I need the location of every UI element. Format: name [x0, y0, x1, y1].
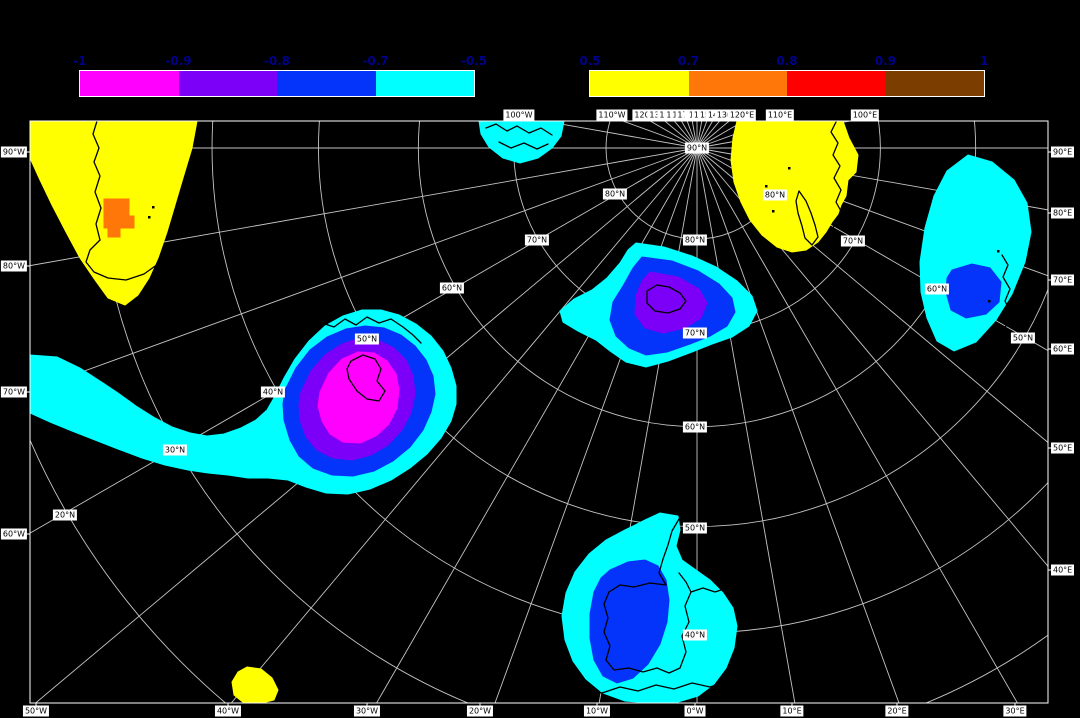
coastline-newfoundland [346, 354, 386, 402]
positive-colorbar: 0.5 0.7 0.8 0.9 1 [579, 54, 988, 97]
latitude-label: 80°N [602, 188, 628, 200]
longitude-label: 10°E [780, 705, 804, 717]
latitude-label: 90°N [684, 142, 710, 154]
latitude-label: 80°N [762, 189, 788, 201]
longitude-label: 60°E [1051, 343, 1075, 355]
colorbar-tick-label: 1 [979, 54, 989, 68]
colorbar-tick-label: -0.7 [362, 54, 389, 68]
longitude-label: 100°E [850, 109, 880, 121]
region-cyan-siberia [919, 154, 1032, 352]
colorbar-segment [688, 71, 787, 96]
longitude-label: 50°E [1051, 442, 1075, 454]
region-yellow-kara [730, 121, 859, 253]
longitude-label: 80°E [1051, 207, 1075, 219]
coastline-hudson-west-shore [92, 121, 102, 241]
longitude-label: 70°W [0, 386, 27, 398]
longitude-label: 100°W [503, 109, 535, 121]
longitude-label: 90°E [1051, 146, 1075, 158]
colorbar-tick-label: 0.9 [874, 54, 897, 68]
latitude-label: 50°N [354, 333, 380, 345]
colorbar-tick-label: 0.5 [579, 54, 601, 68]
colorbar-segment [277, 71, 376, 96]
longitude-label: 80°W [0, 260, 27, 272]
latitude-label: 60°N [439, 282, 465, 294]
latitude-label: 60°N [682, 421, 708, 433]
latitude-label: 70°N [840, 235, 866, 247]
longitude-label: 30°E [1003, 705, 1027, 717]
latitude-label: 20°N [52, 509, 78, 521]
longitude-label: 120°E [727, 109, 757, 121]
colorbar-tick-label: -0.9 [165, 54, 192, 68]
region-yellow-south [231, 666, 279, 703]
longitude-label: 60°W [0, 528, 27, 540]
colorbar-tick-label: -0.8 [263, 54, 291, 68]
colorbar-tick-label: -1 [73, 54, 87, 68]
longitude-label: 70°E [1051, 274, 1075, 286]
latitude-label: 50°N [1010, 332, 1036, 344]
negative-colorbar: -1 -0.9 -0.8 -0.7 -0.5 [73, 54, 487, 97]
latitude-label: 30°N [162, 444, 188, 456]
colorbar-segment [178, 71, 277, 96]
coastline-arctic-islands-1 [485, 123, 553, 136]
coastline-mediterranean-coast [690, 587, 737, 593]
colorbar-segment [590, 71, 689, 96]
longitude-label: 10°W [583, 705, 611, 717]
colorbar-segment [375, 71, 474, 96]
coastline-novaya-zemlya [795, 190, 819, 246]
longitude-label: 110°W [596, 109, 628, 121]
longitude-label: 30°W [353, 705, 381, 717]
colorbar-tick-label: -0.5 [460, 54, 488, 68]
coastline-james-bay [85, 239, 177, 281]
coastline-siberia-north-coast [829, 121, 843, 232]
latitude-label: 80°N [682, 234, 708, 246]
longitude-label: 40°E [1051, 564, 1075, 576]
coastline-iceland [646, 284, 687, 314]
colorbar-segment [80, 71, 179, 96]
colorbar-tick-label: 0.7 [677, 54, 700, 68]
map-frame [29, 120, 1049, 704]
latitude-label: 40°N [260, 386, 286, 398]
longitude-label: 90°W [0, 146, 27, 158]
colorbar-segment [885, 71, 984, 96]
coastlines [85, 121, 1012, 696]
longitude-label: 20°E [885, 705, 909, 717]
region-orange-hudson [103, 198, 135, 238]
colorbar-tick-label: 0.8 [776, 54, 798, 68]
longitude-label: 110°E [765, 109, 795, 121]
longitude-label: 40°W [214, 705, 242, 717]
region-cyan-arctic [478, 121, 565, 164]
latitude-label: 50°N [682, 522, 708, 534]
longitude-label: 0°W [684, 705, 706, 717]
latitude-label: 40°N [682, 629, 708, 641]
anomaly-regions [30, 121, 1032, 703]
latitude-label: 70°N [682, 327, 708, 339]
longitude-label: 20°W [466, 705, 494, 717]
coastline-ob-gulf-coast [998, 254, 1012, 342]
longitude-label: 50°W [22, 705, 50, 717]
coastline-france-atlantic-coast [658, 518, 680, 586]
coastline-arctic-islands-2 [498, 141, 549, 150]
latitude-label: 60°N [924, 283, 950, 295]
colorbar-segment [787, 71, 886, 96]
latitude-label: 70°N [524, 234, 550, 246]
coastline-iberia-coast [603, 572, 692, 674]
coastline-africa-coast [565, 680, 738, 696]
coastline-labrador-coast [285, 316, 422, 344]
